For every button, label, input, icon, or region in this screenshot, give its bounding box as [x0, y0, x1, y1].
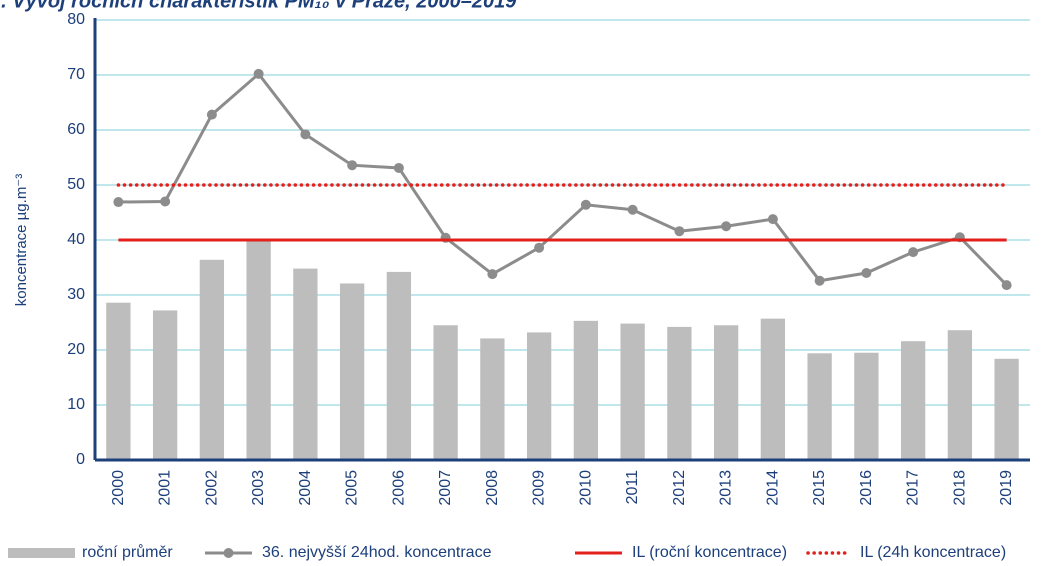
marker — [814, 275, 825, 286]
bar — [994, 358, 1019, 460]
bar — [620, 323, 645, 460]
x-tick-label: 2009 — [531, 470, 548, 506]
marker — [347, 160, 358, 171]
x-tick-label: 2008 — [484, 470, 501, 506]
bar — [339, 283, 365, 460]
bar — [900, 341, 926, 460]
marker — [674, 226, 685, 237]
marker — [861, 268, 872, 278]
x-tick-label: 2001 — [157, 470, 174, 506]
marker — [908, 247, 919, 258]
marker — [721, 221, 732, 232]
y-tick-label: 50 — [67, 176, 85, 193]
x-tick-label: 2000 — [110, 470, 127, 506]
y-tick-label: 40 — [67, 231, 85, 248]
x-tick-label: 2007 — [437, 470, 454, 506]
x-tick-label: 2004 — [297, 470, 314, 506]
x-tick-label: 2011 — [624, 470, 641, 505]
legend-label: IL (roční koncentrace) — [632, 544, 787, 561]
x-tick-label: 2013 — [718, 470, 735, 506]
bar — [106, 302, 131, 460]
marker — [160, 196, 171, 207]
y-tick-label: 0 — [76, 451, 85, 468]
x-tick-label: 2018 — [951, 470, 968, 506]
bar — [947, 330, 973, 460]
line — [118, 71, 1008, 287]
legend-marker — [223, 548, 234, 558]
marker — [627, 204, 638, 215]
marker — [113, 197, 124, 208]
x-tick-label: 2002 — [203, 470, 220, 506]
marker — [393, 162, 404, 173]
x-tick-label: 2019 — [998, 470, 1015, 506]
marker — [300, 129, 311, 140]
bar — [433, 325, 458, 460]
marker — [767, 214, 778, 225]
bar — [480, 338, 505, 460]
x-tick-label: 2006 — [390, 470, 407, 506]
y-tick-label: 20 — [67, 341, 85, 358]
x-tick-label: 2010 — [577, 470, 594, 506]
marker — [253, 68, 264, 79]
bar — [526, 332, 552, 460]
legend-label: IL (24h koncentrace) — [860, 544, 1006, 561]
bar — [199, 259, 225, 460]
bar — [152, 310, 178, 460]
y-axis-label: koncentrace µg.m⁻³ — [13, 174, 30, 306]
bar — [246, 240, 271, 460]
bar — [713, 325, 739, 460]
bar — [293, 268, 318, 460]
marker — [580, 199, 591, 210]
chart-title: 2. Vývoj ročních charakteristik PM₁₀ v P… — [0, 0, 517, 12]
y-tick-label: 70 — [67, 66, 85, 83]
legend-label: roční průměr — [82, 543, 173, 561]
y-tick-label: 60 — [67, 121, 85, 138]
bar — [807, 353, 832, 460]
x-tick-label: 2016 — [858, 470, 875, 506]
y-tick-label: 10 — [67, 396, 85, 413]
legend-label: 36. nejvyšší 24hod. koncentrace — [262, 544, 492, 561]
bar — [854, 352, 879, 460]
bar — [386, 271, 412, 460]
legend-swatch — [8, 548, 75, 558]
marker — [1001, 280, 1012, 291]
marker — [206, 109, 217, 120]
marker — [534, 242, 545, 253]
bar — [760, 318, 786, 460]
x-tick-label: 2003 — [250, 470, 267, 506]
bar — [667, 326, 692, 460]
bar — [573, 320, 599, 460]
y-tick-label: 30 — [67, 286, 85, 303]
x-tick-label: 2015 — [811, 470, 828, 506]
x-tick-label: 2014 — [764, 470, 781, 506]
x-tick-label: 2012 — [671, 470, 688, 506]
x-tick-label: 2005 — [344, 470, 361, 506]
x-tick-label: 2017 — [905, 470, 922, 506]
marker — [487, 269, 498, 280]
y-tick-label: 80 — [67, 11, 85, 28]
